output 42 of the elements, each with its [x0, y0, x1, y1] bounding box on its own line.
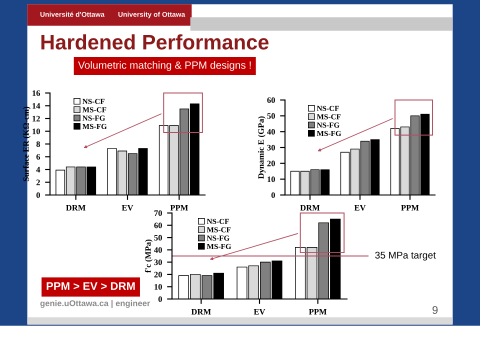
y-tick-label: 40 [154, 247, 162, 253]
y-axis-title: Dynamic E (GPa) [258, 116, 266, 179]
x-tick-label: PPM [170, 205, 188, 211]
y-tick-label: 4 [36, 166, 40, 172]
y-tick-label: 0 [271, 192, 275, 198]
ref-line-label: 35 MPa target [375, 252, 436, 261]
text: genie.uOttawa.ca | engineer [40, 300, 150, 308]
y-tick-label: 0 [36, 192, 40, 198]
text: Volumetric matching & PPM designs ! [78, 61, 251, 71]
y-tick-label: 60 [267, 97, 275, 103]
y-tick-label: 8 [36, 141, 40, 147]
y-tick-label: 10 [154, 284, 162, 290]
y-tick-label: 16 [32, 90, 40, 96]
y-tick-label: 70 [154, 210, 162, 216]
y-tick-label: 50 [267, 113, 275, 119]
y-tick-label: 0 [158, 296, 162, 302]
y-tick-label: 6 [36, 154, 40, 160]
x-tick-label: EV [122, 205, 134, 211]
x-tick-label: EV [354, 205, 366, 211]
y-tick-label: 50 [154, 234, 162, 241]
text: PPM > EV > DRM [46, 282, 135, 290]
y-axis-title: Surface ER (KΩ-cm) [22, 106, 31, 182]
y-tick-label: 20 [267, 160, 275, 166]
y-tick-label: 20 [154, 272, 162, 278]
x-tick-label: DRM [191, 309, 211, 315]
x-tick-label: EV [254, 309, 266, 315]
y-axis-title: f'c (MPa) [144, 240, 153, 273]
y-tick-label: 10 [32, 128, 40, 134]
text: Hardened Performance [41, 34, 269, 50]
y-tick-label: 60 [154, 222, 162, 228]
y-tick-label: 10 [268, 176, 275, 182]
y-tick-label: 40 [267, 129, 275, 135]
x-tick-label: PPM [401, 205, 419, 211]
x-tick-label: DRM [66, 205, 86, 211]
x-tick-label: PPM [308, 309, 327, 315]
y-tick-label: 30 [154, 259, 162, 266]
y-tick-label: 2 [36, 180, 40, 186]
text: 9 [432, 306, 438, 314]
x-tick-label: DRM [300, 205, 320, 211]
y-tick-label: 12 [32, 116, 40, 122]
y-tick-label: 14 [32, 103, 40, 109]
y-tick-label: 30 [267, 144, 275, 150]
